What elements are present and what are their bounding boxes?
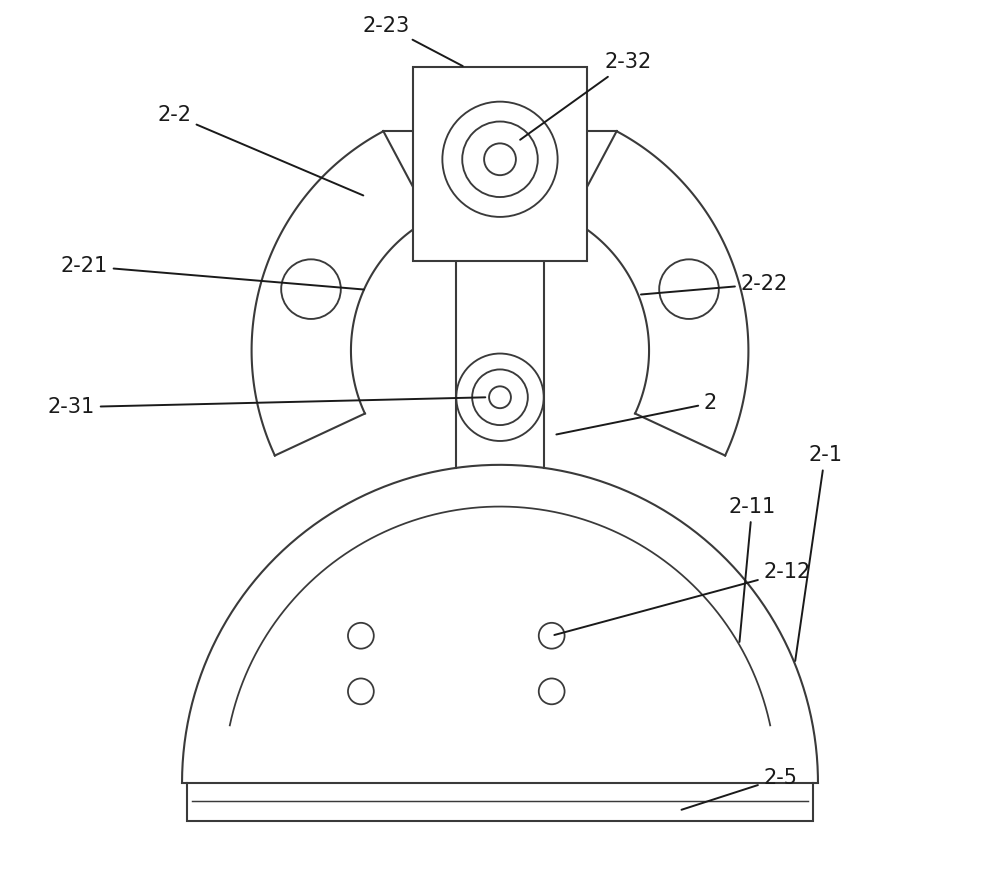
Text: 2-23: 2-23 [362,16,463,66]
Text: 2-22: 2-22 [641,274,788,295]
Text: 2-21: 2-21 [61,256,364,290]
Bar [187,783,813,821]
Text: 2-31: 2-31 [48,397,485,417]
Text: 2: 2 [556,393,717,435]
Text: 2-2: 2-2 [157,105,363,195]
Text: 2-32: 2-32 [520,52,652,140]
Text: 2-12: 2-12 [554,562,811,635]
Bar [413,67,587,261]
Text: 2-11: 2-11 [729,496,776,642]
Text: 2-1: 2-1 [795,444,842,661]
Text: 2-5: 2-5 [681,768,797,809]
